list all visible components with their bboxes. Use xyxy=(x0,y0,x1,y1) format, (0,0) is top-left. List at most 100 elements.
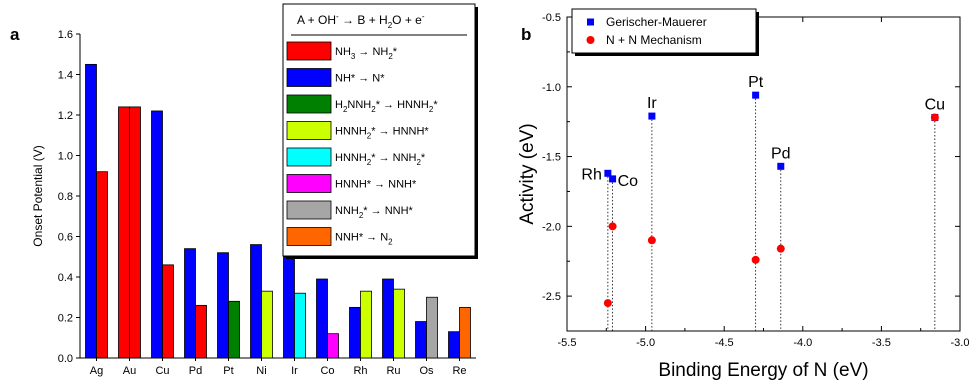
x-tick-label: -4.0 xyxy=(793,337,812,349)
bar-re-1 xyxy=(448,331,460,359)
y-tick-label: 1.0 xyxy=(58,151,73,163)
bar-pd-2 xyxy=(195,304,207,359)
legend-label-part: * → HNNH* xyxy=(371,126,429,138)
legend-label-part: 2 xyxy=(388,238,393,247)
y-axis-title: Activity (eV) xyxy=(517,123,538,224)
x-tick-label-re: Re xyxy=(452,365,466,377)
y-tick-label: 0.0 xyxy=(58,353,73,365)
legend-label-gerischer: Gerischer-Mauerer xyxy=(606,15,707,29)
legend-title-part: - xyxy=(336,12,339,21)
y-tick-label: -2.0 xyxy=(542,221,561,233)
legend-label-nh3: NH3 → NH2* xyxy=(335,46,398,61)
bar-re-2 xyxy=(459,306,471,359)
panel-label-a: a xyxy=(10,25,20,44)
legend-marker-nn xyxy=(586,36,595,44)
bar-ru-1 xyxy=(382,278,394,359)
legend-label-part: NH* → N* xyxy=(335,73,385,85)
legend-label-part: NH xyxy=(335,46,351,58)
bar-pt-1 xyxy=(217,252,229,359)
label-pd: Pd xyxy=(771,145,791,162)
bar-pd-1 xyxy=(184,248,196,359)
legend-label-h2nnh2: H2NNH2* → HNNH2* xyxy=(335,99,438,114)
legend-label-part: 2 xyxy=(429,105,434,114)
legend-marker-gerischer xyxy=(587,18,594,26)
panel-label-b: b xyxy=(521,25,531,44)
legend-label-part: NNH xyxy=(335,205,359,217)
point-nn-6 xyxy=(930,113,939,122)
panel-b-scatter-chart: b -5.5 -5.0 -4.5 -4.0 -3.5 -3.0 -0.5 -1.0 -1.5 -2.… xyxy=(517,8,969,381)
legend-label-part: 2 xyxy=(371,105,376,114)
y-axis-title: Onset Potential (V) xyxy=(31,145,45,246)
legend-title-part: → B + H xyxy=(339,13,388,27)
bar-cu-2 xyxy=(162,264,174,359)
bar-rh-1 xyxy=(349,306,361,359)
x-tick-label: -5.5 xyxy=(558,337,577,349)
point-gerischer-2 xyxy=(609,175,617,183)
x-tick-label-ru: Ru xyxy=(386,365,400,377)
legend-swatch-nnh2 xyxy=(286,200,332,220)
y-tick-label: 0.2 xyxy=(58,313,73,325)
bar-ru-2 xyxy=(393,288,405,359)
y-tick-label: -1.0 xyxy=(542,82,561,94)
legend-box xyxy=(571,8,757,54)
point-nn-3 xyxy=(647,236,656,245)
x-tick-label: -5.0 xyxy=(636,337,655,349)
legend-label-part: HNNH xyxy=(335,126,367,138)
legend-swatch-nh xyxy=(286,68,332,87)
x-tick-label-ag: Ag xyxy=(90,365,103,377)
bar-co-1 xyxy=(316,278,328,359)
x-tick-label-cu: Cu xyxy=(155,365,169,377)
x-tick-label-pt: Pt xyxy=(223,365,233,377)
legend-label-part: H xyxy=(335,99,343,111)
legend-label-part: 2 xyxy=(416,158,421,167)
label-rh: Rh xyxy=(581,166,601,183)
y-tick-label: 1.6 xyxy=(58,29,73,41)
legend-title-part: A + OH xyxy=(297,13,336,27)
legend-label-nnh2: NNH2* → NNH* xyxy=(335,205,414,220)
legend-label-part: 2 xyxy=(367,132,372,141)
label-cu: Cu xyxy=(925,96,945,113)
point-nn-4 xyxy=(751,255,760,264)
bar-ni-2 xyxy=(261,290,273,359)
x-tick-label-co: Co xyxy=(320,365,334,377)
bar-ir-2 xyxy=(294,292,306,359)
legend-title-part: 2 xyxy=(388,21,393,30)
legend-label-part: * → NNH* xyxy=(363,205,413,217)
legend-label-part: NNH xyxy=(347,99,371,111)
legend-swatch-nh3 xyxy=(286,41,332,61)
legend-label-hnnh: HNNH* → NNH* xyxy=(335,179,417,191)
label-ir: Ir xyxy=(647,95,657,112)
legend-label-part: → NH xyxy=(355,46,388,58)
legend-label-part: * xyxy=(433,99,438,111)
y-tick-label: 0.8 xyxy=(58,191,73,203)
bar-cu-1 xyxy=(151,110,163,359)
legend-label-part: 3 xyxy=(351,52,356,61)
legend-label-part: * → HNNH xyxy=(376,99,429,111)
legend-label-part: 2 xyxy=(388,52,393,61)
label-pt: Pt xyxy=(748,74,764,91)
legend-swatch-hnnh2b xyxy=(286,147,332,167)
legend-label-hnnh2a: HNNH2* → HNNH* xyxy=(335,126,429,141)
x-axis-title: Binding Energy of N (eV) xyxy=(658,360,868,381)
y-tick-label: -2.5 xyxy=(542,291,561,303)
y-tick-label: 1.4 xyxy=(58,70,73,82)
x-tick-label-au: Au xyxy=(123,365,136,377)
x-tick-label-os: Os xyxy=(419,365,434,377)
x-tick-label-rh: Rh xyxy=(353,365,367,377)
bar-co-2 xyxy=(327,333,339,359)
legend-label-part: 2 xyxy=(367,158,372,167)
bar-ag-2 xyxy=(96,171,108,359)
point-nn-5 xyxy=(776,244,785,253)
x-tick-label-ir: Ir xyxy=(291,365,298,377)
legend-label-part: HNNH xyxy=(335,152,367,164)
bar-rh-2 xyxy=(360,290,372,359)
point-gerischer-3 xyxy=(648,112,656,120)
legend-label-part: * → NNH xyxy=(371,152,416,164)
bar-au-2 xyxy=(129,106,141,359)
point-nn-2 xyxy=(608,222,617,231)
legend-swatch-h2nnh2 xyxy=(286,94,332,114)
bar-os-1 xyxy=(415,321,427,359)
x-tick-label-pd: Pd xyxy=(189,365,202,377)
legend-label-part: 2 xyxy=(343,105,348,114)
